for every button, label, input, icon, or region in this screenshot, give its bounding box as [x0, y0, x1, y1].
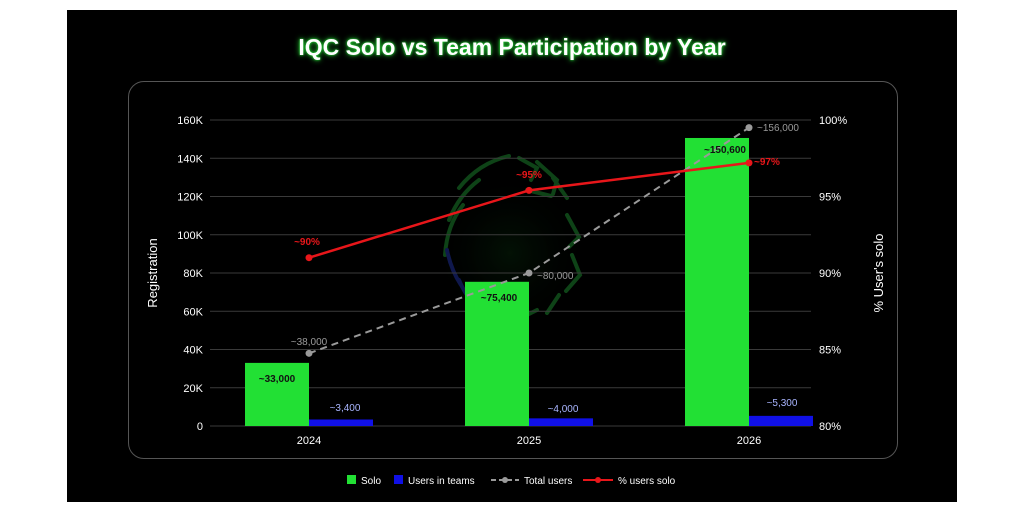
- point-pct-solo: [305, 254, 313, 262]
- y-tick-label: 160K: [177, 115, 203, 127]
- y2-tick-label: 90%: [819, 268, 841, 280]
- y-tick-label: 140K: [177, 153, 203, 165]
- y2-tick-label: 95%: [819, 192, 841, 204]
- label-teams: ~4,000: [548, 404, 579, 415]
- label-teams: ~3,400: [330, 403, 361, 414]
- chart-canvas: IQC Solo vs Team Participation by Year ~…: [67, 10, 957, 502]
- y2-tick-label: 100%: [819, 115, 847, 127]
- y2-tick-label: 85%: [819, 345, 841, 357]
- y-tick-label: 100K: [177, 230, 203, 242]
- bar-solo: [685, 137, 749, 426]
- label-solo: ~75,400: [481, 293, 518, 304]
- point-total-users: [305, 349, 313, 357]
- legend-swatch-solo: [347, 475, 356, 484]
- bar-solo: [245, 362, 309, 426]
- legend-label-pct: % users solo: [618, 476, 676, 487]
- legend-label-total: Total users: [524, 476, 572, 487]
- y2-tick-label: 80%: [819, 421, 841, 433]
- x-tick-label: 2024: [297, 435, 321, 447]
- point-pct-solo: [525, 186, 533, 194]
- bar-teams: [309, 419, 373, 426]
- chart-svg: ~33,000 ~75,400 ~150,600 ~3,400 ~4,000 ~5,300…: [145, 115, 886, 487]
- x-tick-label: 2025: [517, 435, 541, 447]
- x-tick-label: 2026: [737, 435, 761, 447]
- chart-legend: Solo Users in teams Total users % users sol…: [347, 475, 676, 487]
- chart-title: IQC Solo vs Team Participation by Year: [298, 34, 726, 60]
- legend-label-teams: Users in teams: [408, 476, 475, 487]
- legend-marker-pct: [595, 477, 601, 483]
- bar-teams: [749, 415, 813, 426]
- y-tick-label: 40K: [183, 345, 203, 357]
- y-tick-label: 80K: [183, 268, 203, 280]
- label-pct-solo: ~90%: [294, 237, 320, 248]
- label-total-users: ~38,000: [291, 337, 328, 348]
- label-solo: ~33,000: [259, 374, 296, 385]
- y-axis-title: Registration: [145, 238, 160, 307]
- label-pct-solo: ~97%: [754, 157, 780, 168]
- label-total-users: ~80,000: [537, 271, 574, 282]
- y-tick-label: 60K: [183, 306, 203, 318]
- y-tick-label: 0: [197, 421, 203, 433]
- plot-frame: [128, 81, 898, 459]
- point-pct-solo: [745, 159, 753, 167]
- label-total-users: ~156,000: [757, 123, 799, 134]
- bar-teams: [529, 418, 593, 426]
- label-teams: ~5,300: [767, 398, 798, 409]
- label-solo: ~150,600: [704, 145, 746, 156]
- y-tick-label: 20K: [183, 383, 203, 395]
- label-pct-solo: ~95%: [516, 170, 542, 181]
- bar-solo: [465, 281, 529, 426]
- point-total-users: [745, 124, 753, 132]
- point-total-users: [525, 269, 533, 277]
- legend-swatch-teams: [394, 475, 403, 484]
- y2-axis-title: % User's solo: [871, 233, 886, 312]
- legend-marker-total: [502, 477, 508, 483]
- y-tick-label: 120K: [177, 192, 203, 204]
- legend-label-solo: Solo: [361, 476, 381, 487]
